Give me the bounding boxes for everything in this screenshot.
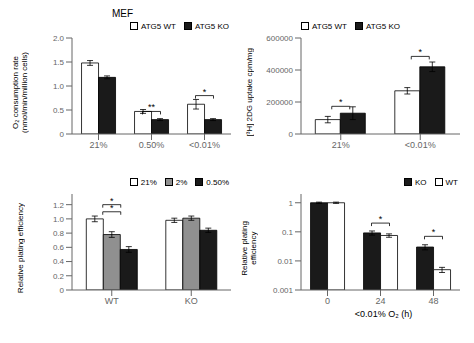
html-text:Relative plating efficiency: Relative plating efficiency <box>15 202 25 294</box>
svg-text:0.4: 0.4 <box>53 257 65 266</box>
svg-text:0.01: 0.01 <box>277 257 293 266</box>
html-text:ATG5 WT: ATG5 WT <box>140 21 176 31</box>
svg-text:0.2: 0.2 <box>53 272 65 281</box>
svg-text:1.0: 1.0 <box>53 82 65 91</box>
svg-text:400000: 400000 <box>266 66 293 75</box>
svg-text:0: 0 <box>289 130 294 139</box>
html-text:ATG5 WT: ATG5 WT <box>312 21 347 31</box>
svg-text:KO: KO <box>185 296 198 306</box>
svg-text:1: 1 <box>289 199 294 208</box>
html-text:WT: WT <box>445 177 458 187</box>
html-text:Relative plating efficiency: Relative plating efficiency <box>240 220 258 276</box>
svg-text:0: 0 <box>60 286 65 295</box>
svg-text:*: * <box>110 196 114 206</box>
html-text:[³H] 2DG uptake cpm/mg: [³H] 2DG uptake cpm/mg <box>244 47 254 137</box>
html-text:KO: KO <box>415 177 427 187</box>
svg-text:<0.01%: <0.01% <box>189 140 220 150</box>
svg-text:0: 0 <box>60 130 65 139</box>
svg-text:1.2: 1.2 <box>53 201 65 210</box>
svg-text:24: 24 <box>375 296 385 306</box>
svg-text:*: * <box>339 97 343 107</box>
svg-text:*: * <box>418 47 422 57</box>
svg-text:1.0: 1.0 <box>53 215 65 224</box>
html-text:<0.01% O₂ (h): <0.01% O₂ (h) <box>354 309 413 319</box>
svg-text:*: * <box>432 227 436 237</box>
svg-text:48: 48 <box>428 296 438 306</box>
html-text:21%: 21% <box>140 177 157 187</box>
svg-text:1.5: 1.5 <box>53 58 65 67</box>
svg-text:21%: 21% <box>332 140 350 150</box>
svg-text:21%: 21% <box>89 140 107 150</box>
svg-text:<0.01%: <0.01% <box>405 140 436 150</box>
svg-text:2.0: 2.0 <box>53 34 65 43</box>
html-text:ATG5 KO: ATG5 KO <box>366 21 401 31</box>
svg-text:0.8: 0.8 <box>53 229 65 238</box>
svg-text:0.6: 0.6 <box>53 243 65 252</box>
svg-text:0.50%: 0.50% <box>139 140 165 150</box>
svg-text:0.001: 0.001 <box>273 286 294 295</box>
svg-text:600000: 600000 <box>266 34 293 43</box>
html-text:MEF: MEF <box>111 8 133 19</box>
svg-text:*: * <box>379 214 383 224</box>
svg-text:0: 0 <box>325 296 330 306</box>
html-text:ATG5 KO: ATG5 KO <box>194 21 229 31</box>
html-text:2%: 2% <box>175 177 188 187</box>
svg-text:WT: WT <box>105 296 119 306</box>
svg-text:200000: 200000 <box>266 98 293 107</box>
svg-text:*: * <box>203 87 207 97</box>
html-text:O₂ consumption rate (nmol/min/: O₂ consumption rate (nmol/min/million ce… <box>11 51 29 133</box>
html-text:0.50%: 0.50% <box>206 177 229 187</box>
svg-text:0.5: 0.5 <box>53 106 65 115</box>
svg-text:0.1: 0.1 <box>282 228 294 237</box>
svg-text:**: ** <box>148 102 156 112</box>
